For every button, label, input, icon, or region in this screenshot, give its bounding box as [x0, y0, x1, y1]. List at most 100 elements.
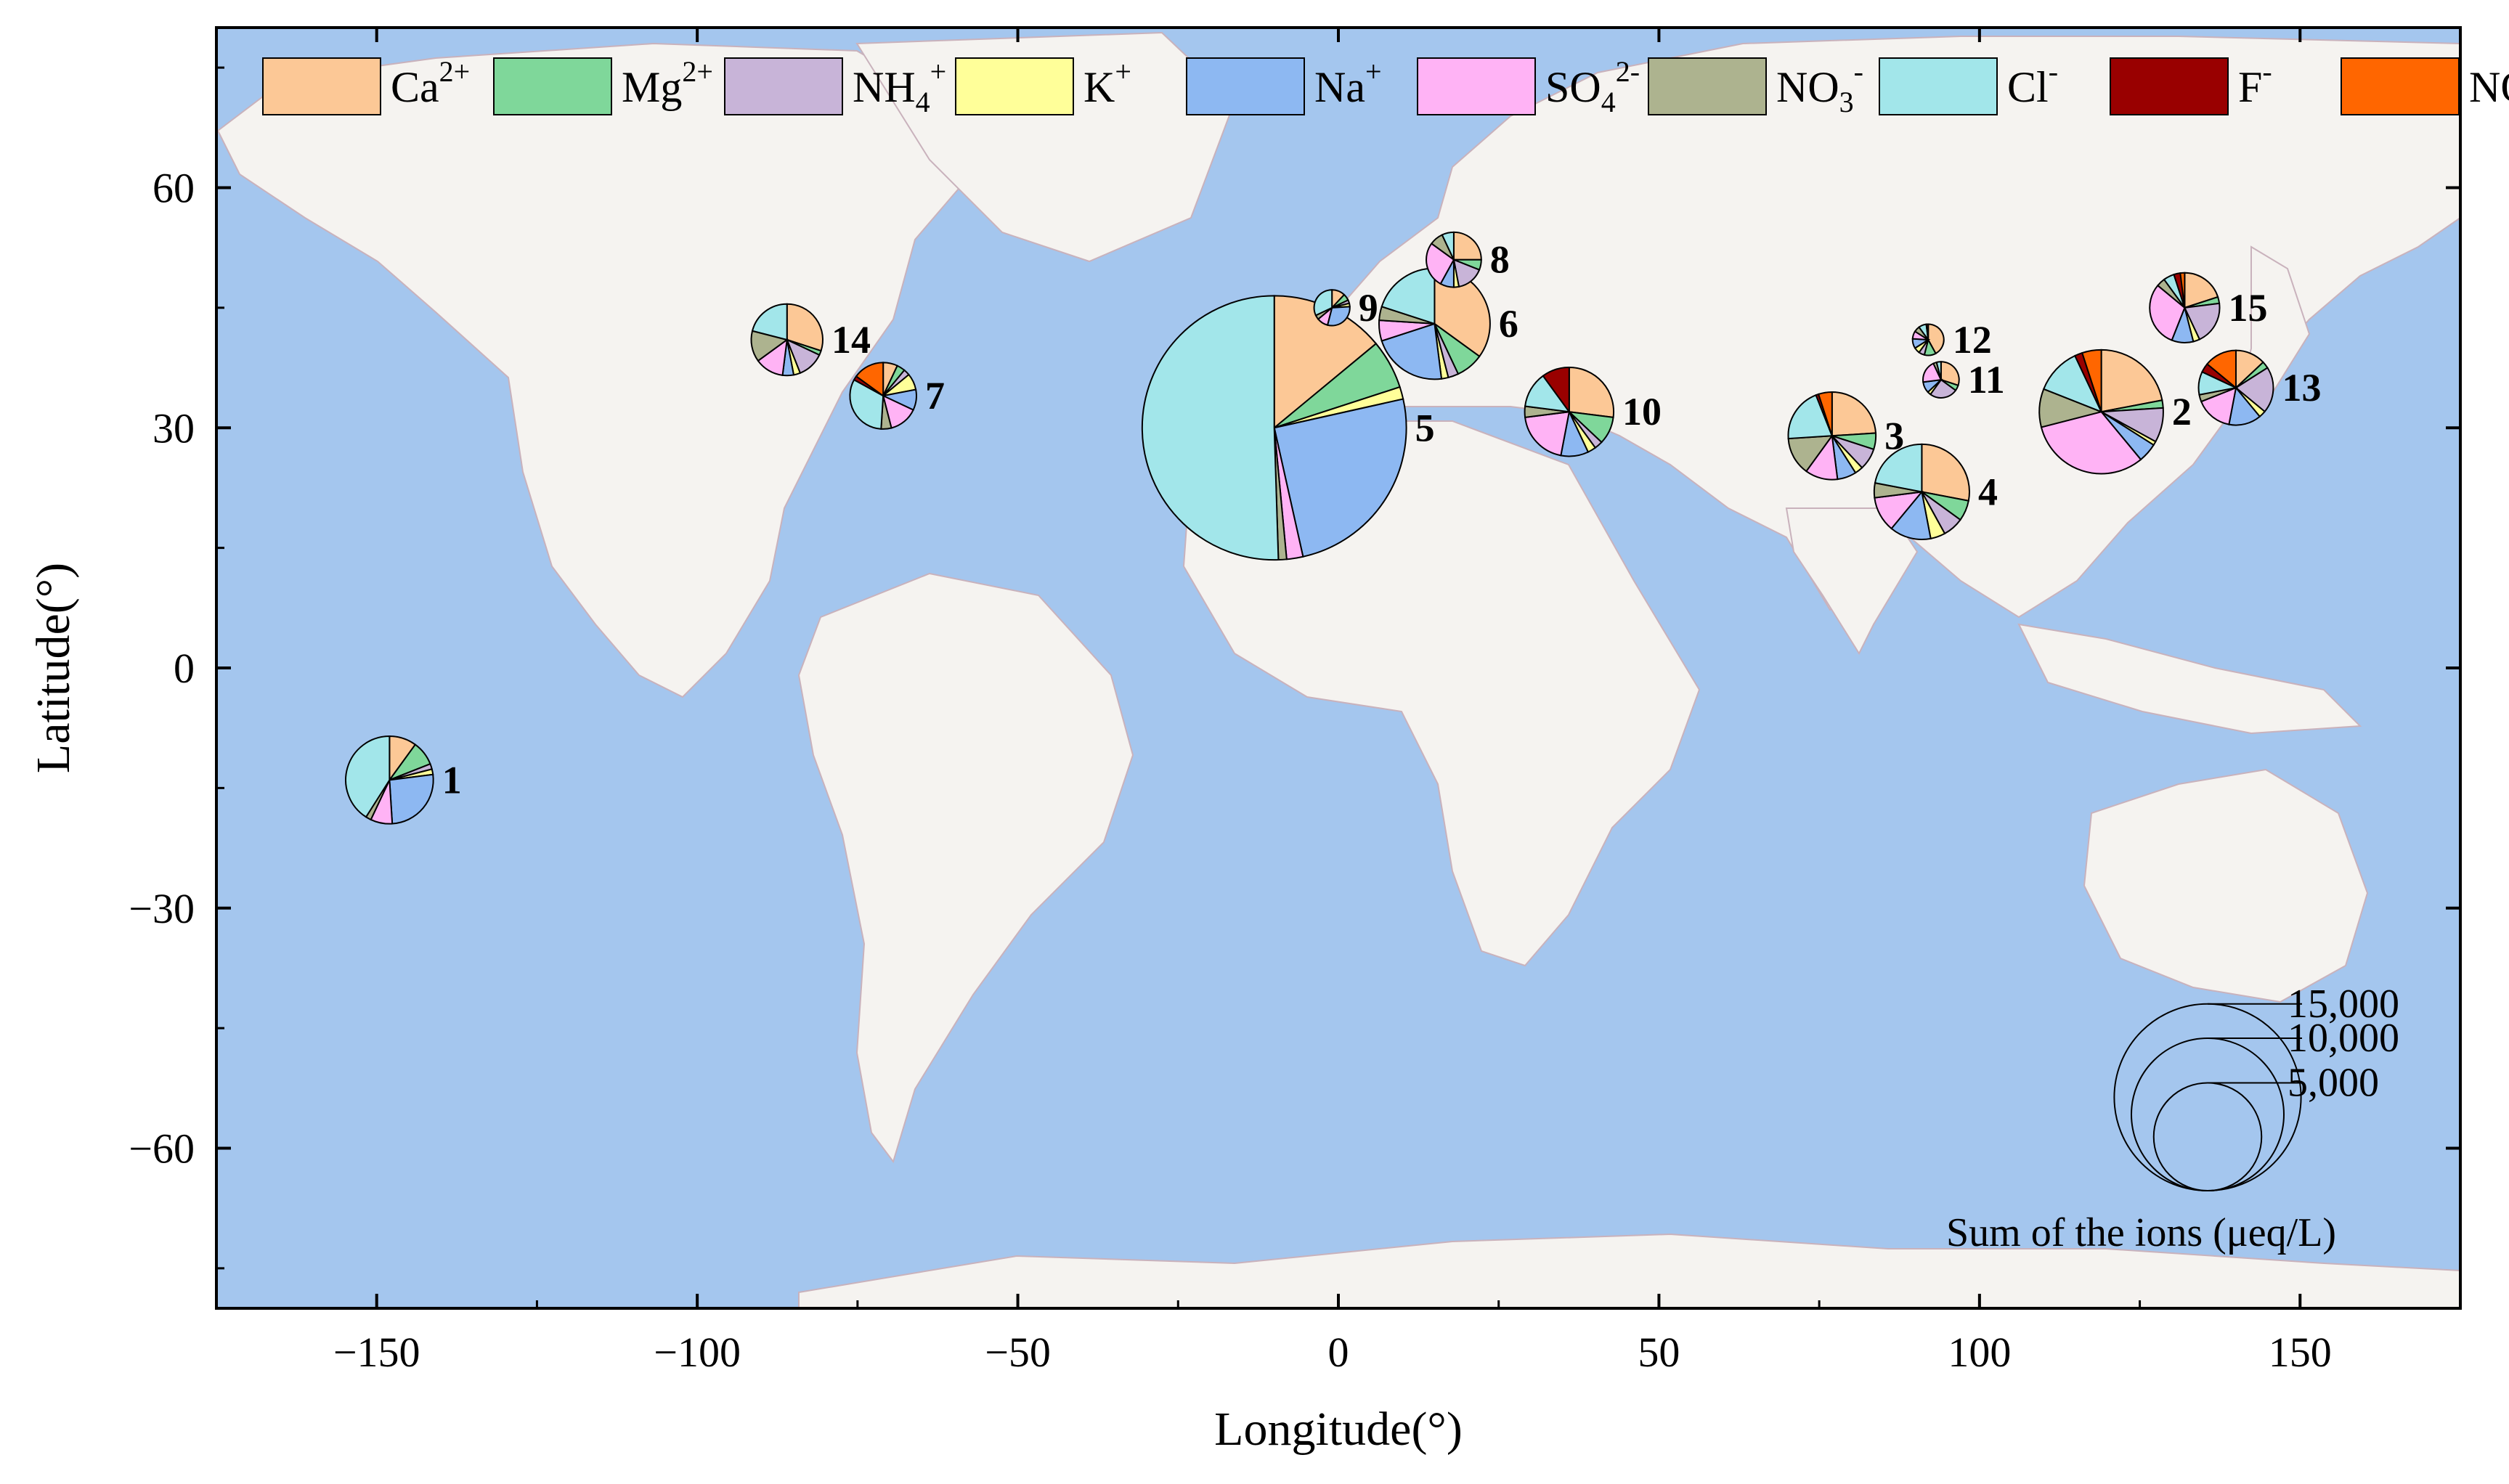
pie-slice-cl-	[345, 735, 391, 818]
y-tick-label: 30	[153, 404, 195, 452]
x-axis-title: Longitude(°)	[1214, 1403, 1463, 1456]
pie-site-8	[1426, 231, 1482, 288]
x-tick-label: −50	[985, 1329, 1051, 1376]
pie-slice-so42-	[2040, 411, 2142, 475]
site-label: 14	[831, 318, 871, 362]
legend-swatch	[1879, 57, 1998, 115]
legend-swatch	[262, 57, 381, 115]
legend-swatch	[2110, 57, 2229, 115]
y-axis-title: Latitude(°)	[27, 563, 80, 773]
pie-site-1	[345, 735, 434, 825]
land-masses	[216, 31, 2460, 1308]
pie-slice-no3-	[1787, 435, 1834, 473]
legend-item-no2-: NO2-	[2341, 55, 2509, 118]
site-label: 12	[1953, 318, 1992, 362]
pie-slice-na-	[1380, 322, 1443, 380]
pie-slice-ca2-	[786, 303, 824, 352]
pie-slice-cl-	[1313, 289, 1333, 317]
x-axis: −150 −100 −50 0 50 100 150	[333, 28, 2332, 1376]
pie-slice-cl-	[1441, 231, 1455, 261]
legend-label: Ca2+	[391, 55, 470, 111]
pie-slice-cl-	[1787, 394, 1834, 440]
pie-slice-no2-	[1817, 391, 1833, 436]
pie-slice-ca2-	[1940, 361, 1960, 387]
pie-slice-ca2-	[1831, 391, 1877, 437]
land-australia	[2083, 768, 2369, 1003]
y-tick-label: −30	[129, 885, 195, 932]
pie-slice-cl-	[751, 303, 788, 341]
legend-swatch	[1417, 57, 1536, 115]
x-tick-label: 150	[2269, 1329, 2332, 1376]
pie-site-4	[1873, 443, 1970, 541]
legend-swatch	[493, 57, 612, 115]
pie-site-14	[750, 303, 824, 377]
pie-slice-f-	[1542, 366, 1570, 415]
pie-slice-no2-	[855, 362, 885, 398]
site-label: 7	[925, 374, 945, 417]
legend-item-cl-: Cl-	[1879, 55, 2058, 115]
size-legend-label: 10,000	[2288, 1016, 2399, 1061]
site-label: 10	[1622, 390, 1662, 433]
pie-site-5	[1141, 295, 1407, 561]
pie-slice-cl-	[849, 378, 885, 430]
legend-swatch	[955, 57, 1074, 115]
x-tick-label: 50	[1638, 1329, 1680, 1376]
land-antarctica	[798, 1233, 2460, 1308]
legend-item-ca2-: Ca2+	[262, 55, 470, 115]
pie-slice-cl-	[1141, 295, 1280, 561]
pie-slice-so42-	[1426, 242, 1455, 285]
x-tick-label: 0	[1328, 1329, 1349, 1376]
pie-slice-no2-	[2081, 348, 2102, 412]
site-label: 2	[2172, 390, 2192, 433]
land-africa	[1182, 420, 1701, 967]
x-tick-label: −100	[654, 1329, 741, 1376]
pie-slice-na-	[389, 773, 434, 825]
site-label: 11	[1968, 358, 2005, 401]
pie-slice-cl-	[1935, 361, 1942, 380]
legend-item-na-: Na+	[1186, 55, 1382, 115]
legend-label: SO42-	[1545, 55, 1640, 118]
size-legend-label: 15,000	[2288, 982, 2399, 1027]
site-label: 6	[1499, 302, 1518, 346]
size-legend-label: 5,000	[2288, 1061, 2379, 1106]
pie-site-7	[849, 362, 917, 430]
x-tick-label: 100	[1948, 1329, 2011, 1376]
y-axis: −60 −30 0 30 60	[129, 66, 2460, 1270]
pie-slice-ca2-	[1921, 443, 1970, 502]
legend-item-k-: K+	[955, 55, 1131, 115]
pie-markers	[345, 231, 2274, 825]
pie-slice-no2-	[2179, 272, 2186, 309]
legend-item-nh4-: NH4+	[724, 55, 946, 118]
pie-slice-so42-	[2149, 284, 2186, 341]
pie-site-10	[1524, 366, 1615, 457]
pie-slice-na-	[1326, 306, 1351, 327]
pie-slice-cl-	[2042, 354, 2103, 414]
pie-slice-cl-	[1874, 443, 1923, 493]
pie-site-11	[1922, 361, 1960, 399]
pie-site-12	[1911, 323, 1945, 356]
site-label: 1	[442, 758, 462, 802]
legend-label: Mg2+	[622, 55, 713, 111]
pie-site-9	[1313, 289, 1351, 327]
legend-item-f-: F-	[2110, 55, 2272, 115]
pie-slice-f-	[1925, 323, 1929, 341]
legend-label: NO2-	[2469, 55, 2509, 118]
legend-label: K+	[1083, 55, 1131, 111]
legend-label: F-	[2238, 55, 2272, 111]
pie-slice-nh4-	[2234, 367, 2274, 413]
legend-label: Cl-	[2007, 55, 2058, 111]
site-label: 15	[2228, 286, 2267, 330]
legend-item-so42-: SO42-	[1417, 55, 1640, 118]
site-label: 8	[1490, 238, 1510, 282]
land-eurasia	[1277, 36, 2460, 619]
pie-slice-na-	[1890, 490, 1932, 541]
site-label: 4	[1978, 470, 1998, 513]
pie-slice-na-	[1273, 398, 1407, 558]
pie-slice-so42-	[1524, 411, 1571, 457]
legend-label: Na+	[1314, 55, 1382, 111]
pie-slice-ca2-	[1452, 231, 1482, 261]
site-label: 13	[2282, 366, 2321, 409]
pie-site-2	[2038, 348, 2164, 475]
legend-swatch	[2341, 57, 2460, 115]
